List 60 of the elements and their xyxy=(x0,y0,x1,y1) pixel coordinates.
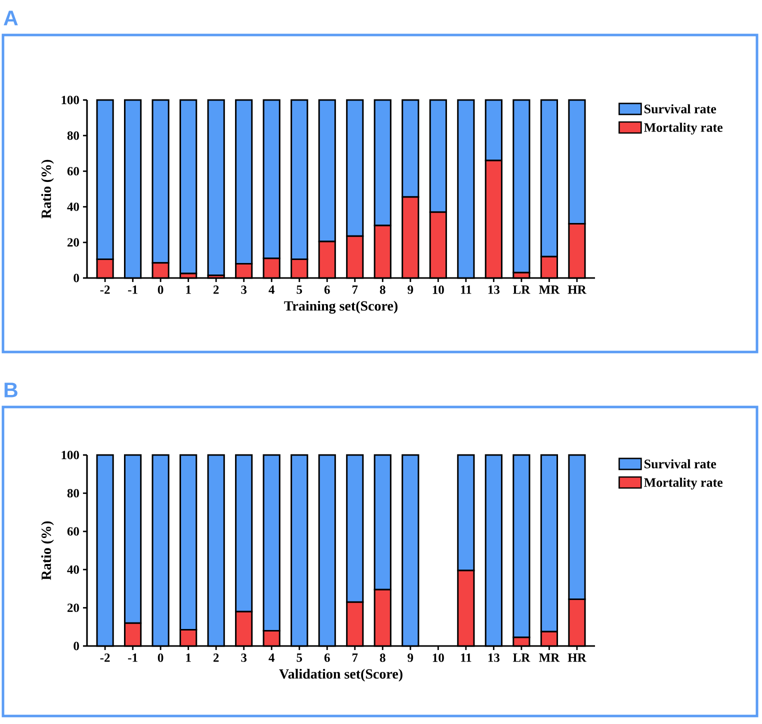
x-tick-label: 2 xyxy=(213,286,219,294)
x-tick-label: 9 xyxy=(408,654,414,662)
x-tick-label: HR xyxy=(568,286,586,294)
bar xyxy=(180,99,198,274)
x-tick-label: MR xyxy=(539,286,560,294)
x-tick-label: -2 xyxy=(100,286,110,294)
x-tick-label: 11 xyxy=(461,286,472,294)
y-tick-label: 40 xyxy=(67,202,79,212)
x-tick-label: 7 xyxy=(352,286,358,294)
x-tick-label: -1 xyxy=(128,654,138,662)
x-axis-title: Validation set(Score) xyxy=(279,668,402,682)
bar xyxy=(207,99,225,276)
x-tick-label: 4 xyxy=(268,286,275,294)
y-tick-label: 80 xyxy=(67,488,79,498)
x-tick-label: HR xyxy=(568,654,586,662)
y-tick-label: 40 xyxy=(67,565,79,574)
y-tick-label: 20 xyxy=(67,604,79,612)
y-tick-label: 60 xyxy=(67,527,79,536)
x-tick-label: 10 xyxy=(432,286,444,294)
y-axis-title: Ratio (%) xyxy=(41,160,54,219)
x-tick-label: MR xyxy=(539,654,560,662)
y-tick-label: 80 xyxy=(67,131,79,140)
x-tick-label: 0 xyxy=(158,286,164,294)
x-tick-label: 13 xyxy=(488,654,500,662)
y-tick-label: 60 xyxy=(67,166,79,176)
x-tick-label: 1 xyxy=(186,286,191,294)
x-tick-label: 2 xyxy=(213,654,219,662)
y-axis-title: Ratio (%) xyxy=(41,521,54,580)
x-tick-label: 5 xyxy=(296,286,302,294)
legend-label: Mortality rate xyxy=(644,478,723,490)
x-tick-label: 6 xyxy=(324,286,330,294)
x-tick-label: 3 xyxy=(241,286,247,294)
y-tick-label: 100 xyxy=(62,450,79,460)
y-tick-label: 0 xyxy=(74,274,79,282)
legend-label: Mortality rate xyxy=(644,122,723,135)
x-tick-label: 11 xyxy=(461,654,472,662)
chart-title: B xyxy=(4,382,18,398)
legend-label: Survival rate xyxy=(644,104,716,114)
x-tick-label: 8 xyxy=(380,286,386,294)
x-tick-label: 4 xyxy=(268,654,275,662)
x-tick-label: 9 xyxy=(408,286,414,294)
x-tick-label: 13 xyxy=(488,286,500,294)
x-tick-label: -2 xyxy=(100,654,110,662)
x-tick-label: -1 xyxy=(128,286,138,294)
legend-label: Survival rate xyxy=(644,459,716,468)
x-tick-label: 0 xyxy=(158,654,164,662)
y-tick-label: 100 xyxy=(62,96,79,104)
x-tick-label: LR xyxy=(512,286,530,294)
x-tick-label: 7 xyxy=(352,654,358,662)
y-tick-label: 20 xyxy=(67,238,79,247)
x-axis-title: Training set(Score) xyxy=(284,300,398,314)
x-tick-label: 3 xyxy=(241,654,247,662)
x-tick-label: 6 xyxy=(324,654,330,662)
x-tick-label: LR xyxy=(512,654,530,662)
x-tick-label: 5 xyxy=(296,654,302,662)
x-tick-label: 10 xyxy=(432,654,444,662)
x-tick-label: 1 xyxy=(186,654,191,662)
x-tick-label: 8 xyxy=(380,654,386,662)
y-tick-label: 0 xyxy=(74,642,79,650)
chart-title: A xyxy=(4,10,18,26)
